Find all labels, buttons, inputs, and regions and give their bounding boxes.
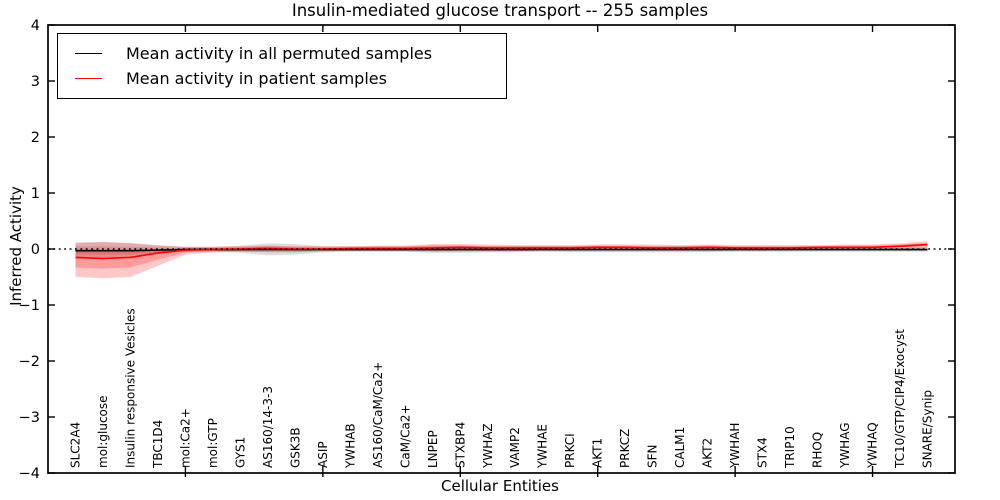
x-category-label: ASIP: [316, 441, 330, 468]
x-category-label: Insulin responsive Vesicles: [123, 308, 137, 468]
patient-line-swatch: [75, 78, 102, 79]
x-category-label: mol:glucose: [96, 395, 110, 468]
x-category-label: LNPEP: [426, 430, 440, 468]
legend-item-permuted: Mean activity in all permuted samples: [75, 41, 496, 66]
x-category-label: mol:Ca2+: [178, 408, 192, 468]
patient-mean-line: [75, 243, 928, 260]
y-tick-label: 3: [31, 74, 40, 90]
x-category-label: CALM1: [673, 427, 687, 468]
legend: Mean activity in all permuted samples Me…: [57, 33, 507, 99]
y-tick-label: −2: [19, 354, 40, 370]
x-category-label: AS160/14-3-3: [261, 386, 275, 468]
permuted-line-swatch: [75, 53, 102, 54]
x-category-label: YWHAQ: [866, 422, 880, 469]
y-tick-label: −1: [19, 298, 40, 314]
x-category-label: YWHAG: [838, 422, 852, 469]
patient-range-outer-inner-band: [75, 242, 928, 269]
x-category-label: TBC1D4: [151, 420, 165, 469]
patient-range-outer-band: [75, 241, 928, 279]
x-category-label: TRIP10: [783, 426, 797, 469]
x-category-label: YWHAZ: [481, 423, 495, 469]
x-category-label: STX4: [756, 437, 770, 468]
y-tick-label: 0: [31, 242, 40, 258]
y-tick-label: 1: [31, 186, 40, 202]
x-category-label: PRKCZ: [618, 429, 632, 468]
x-category-label: YWHAB: [343, 423, 357, 469]
x-category-label: RHOQ: [811, 432, 825, 468]
x-category-label: SLC2A4: [68, 422, 82, 468]
y-tick-label: 4: [31, 18, 40, 34]
x-category-label: CaM/Ca2+: [398, 404, 412, 468]
x-category-label: YWHAH: [728, 423, 742, 469]
x-category-label: YWHAE: [536, 424, 550, 469]
legend-item-patient: Mean activity in patient samples: [75, 66, 496, 91]
y-tick-label: 2: [31, 130, 40, 146]
x-category-label: PRKCI: [563, 433, 577, 468]
y-tick-label: −3: [19, 410, 40, 426]
x-category-label: GYS1: [233, 437, 247, 468]
legend-label-permuted: Mean activity in all permuted samples: [126, 44, 433, 63]
x-category-label: AKT1: [591, 438, 605, 468]
x-category-label: AS160/CaM/Ca2+: [371, 362, 385, 468]
x-category-label: mol:GTP: [206, 418, 220, 468]
legend-label-patient: Mean activity in patient samples: [126, 69, 387, 88]
x-category-label: SFN: [646, 445, 660, 469]
x-category-label: STXBP4: [453, 422, 467, 468]
x-category-label: AKT2: [701, 438, 715, 468]
x-category-label: VAMP2: [508, 427, 522, 468]
x-category-label: SNARE/Synip: [921, 390, 935, 468]
x-category-label: GSK3B: [288, 427, 302, 468]
x-axis-label: Cellular Entities: [441, 477, 559, 495]
chart-title: Insulin-mediated glucose transport -- 25…: [291, 1, 709, 20]
y-tick-label: −4: [19, 466, 40, 482]
x-category-label: TC10/GTP/CIP4/Exocyst: [893, 329, 907, 469]
